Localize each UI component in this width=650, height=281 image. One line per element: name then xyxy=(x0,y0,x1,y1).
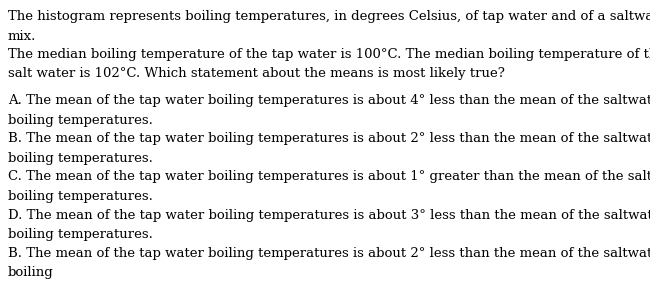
Text: salt water is 102°C. Which statement about the means is most likely true?: salt water is 102°C. Which statement abo… xyxy=(8,67,504,80)
Text: B. The mean of the tap water boiling temperatures is about 2° less than the mean: B. The mean of the tap water boiling tem… xyxy=(8,247,650,260)
Text: boiling temperatures.: boiling temperatures. xyxy=(8,228,153,241)
Text: boiling temperatures.: boiling temperatures. xyxy=(8,152,153,165)
Text: A. The mean of the tap water boiling temperatures is about 4° less than the mean: A. The mean of the tap water boiling tem… xyxy=(8,94,650,107)
Text: mix.: mix. xyxy=(8,30,36,42)
Text: C. The mean of the tap water boiling temperatures is about 1° greater than the m: C. The mean of the tap water boiling tem… xyxy=(8,170,650,183)
Text: boiling temperatures.: boiling temperatures. xyxy=(8,190,153,203)
Text: B. The mean of the tap water boiling temperatures is about 2° less than the mean: B. The mean of the tap water boiling tem… xyxy=(8,132,650,145)
Text: The median boiling temperature of the tap water is 100°C. The median boiling tem: The median boiling temperature of the ta… xyxy=(8,48,650,61)
Text: D. The mean of the tap water boiling temperatures is about 3° less than the mean: D. The mean of the tap water boiling tem… xyxy=(8,209,650,221)
Text: The histogram represents boiling temperatures, in degrees Celsius, of tap water : The histogram represents boiling tempera… xyxy=(8,10,650,23)
Text: boiling: boiling xyxy=(8,266,53,279)
Text: boiling temperatures.: boiling temperatures. xyxy=(8,114,153,127)
